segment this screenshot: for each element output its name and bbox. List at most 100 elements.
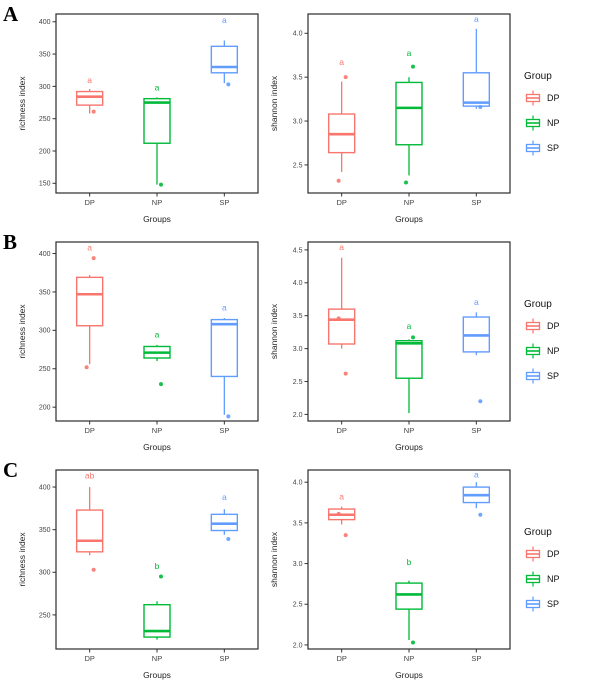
significance-letter: ab <box>85 471 95 481</box>
y-tick-label: 350 <box>39 289 51 296</box>
box-NP <box>143 97 171 144</box>
significance-letter: a <box>87 242 92 252</box>
box-DP <box>327 308 356 345</box>
data-point <box>478 399 483 404</box>
x-tick-label: NP <box>404 654 414 663</box>
legend-item-DP: DP <box>524 317 596 335</box>
y-tick-label: 300 <box>39 570 51 577</box>
x-tick-label: DP <box>336 426 346 435</box>
y-tick-label: 4.5 <box>293 247 303 254</box>
legend-title: Group <box>524 71 552 82</box>
legend-B: Group DP NP SP <box>518 228 596 456</box>
legend-C: Group DP NP SP <box>518 456 596 684</box>
legend-label: SP <box>547 599 560 609</box>
box-NP <box>395 340 423 379</box>
x-tick-label: DP <box>84 426 94 435</box>
box-NP <box>395 81 423 146</box>
significance-letter: a <box>222 492 227 502</box>
y-axis-title: shannon index <box>269 303 279 359</box>
y-tick-label: 4.0 <box>293 31 303 38</box>
legend-key-boxplot-icon <box>525 571 541 587</box>
significance-letter: a <box>87 75 92 85</box>
boxplot-A-shannon: 2.5 3.0 3.5 4.0 shannon index DP NP SP Groups a a a <box>269 13 511 224</box>
y-tick-label: 400 <box>39 19 51 26</box>
panel-label-C: C <box>3 458 19 482</box>
legend-item-NP: NP <box>524 570 596 588</box>
y-tick-label: 300 <box>39 84 51 91</box>
x-tick-label: SP <box>219 654 229 663</box>
legend-item-SP: SP <box>524 595 596 613</box>
x-tick-label: SP <box>471 426 481 435</box>
x-axis-title: Groups <box>143 670 171 680</box>
legend-label: NP <box>547 346 560 356</box>
data-point <box>411 64 415 69</box>
data-point <box>159 182 163 187</box>
box-NP <box>395 582 423 610</box>
significance-letter: b <box>155 561 160 571</box>
legend-title: Group <box>524 299 552 310</box>
significance-letter: a <box>474 469 479 479</box>
legend-key-boxplot-icon <box>525 90 541 106</box>
box-DP <box>75 509 104 553</box>
data-point <box>411 335 415 340</box>
legend-label: NP <box>547 118 560 128</box>
significance-letter: b <box>407 557 412 567</box>
y-tick-label: 3.0 <box>293 118 303 125</box>
legend-key-boxplot-icon <box>525 115 541 131</box>
y-tick-label: 400 <box>39 484 51 491</box>
legend-item-SP: SP <box>524 367 596 385</box>
significance-letter: a <box>222 302 227 312</box>
legend-key-boxplot-icon <box>525 546 541 562</box>
y-axis-title: richness index <box>17 76 27 131</box>
x-tick-label: NP <box>404 198 414 207</box>
boxplot-C-shannon: 2.0 2.5 3.0 3.5 4.0 shannon index DP NP SP Groups… <box>269 469 511 680</box>
legend-item-SP: SP <box>524 139 596 157</box>
legend-label: SP <box>547 371 560 381</box>
x-axis-title: Groups <box>395 214 423 224</box>
legend-label: DP <box>547 321 560 331</box>
y-tick-label: 3.5 <box>293 75 303 82</box>
y-tick-label: 250 <box>39 366 51 373</box>
legend-label: SP <box>547 143 560 153</box>
y-tick-label: 3.0 <box>293 346 303 353</box>
significance-letter: a <box>339 491 344 501</box>
x-tick-label: SP <box>219 426 229 435</box>
y-axis-title: shannon index <box>269 75 279 131</box>
significance-letter: a <box>339 57 344 67</box>
y-axis-title: richness index <box>17 532 27 587</box>
x-tick-label: NP <box>152 198 162 207</box>
x-tick-label: SP <box>471 198 481 207</box>
y-tick-label: 350 <box>39 527 51 534</box>
x-tick-label: SP <box>219 198 229 207</box>
data-point <box>159 382 163 387</box>
data-point <box>91 256 96 261</box>
legend-A: Group DP NP SP <box>518 0 596 228</box>
y-tick-label: 2.5 <box>293 379 303 386</box>
y-tick-label: 350 <box>39 51 51 58</box>
legend-key-boxplot-icon <box>525 140 541 156</box>
y-tick-label: 4.0 <box>293 280 303 287</box>
box-DP <box>75 90 104 106</box>
x-tick-label: NP <box>152 654 162 663</box>
y-axis-title: richness index <box>17 304 27 359</box>
boxplot-B-richness: 200 250 300 350 400 richness index DP NP SP Group… <box>17 241 259 452</box>
y-tick-label: 200 <box>39 405 51 412</box>
legend-item-NP: NP <box>524 114 596 132</box>
x-tick-label: SP <box>471 654 481 663</box>
significance-letter: a <box>339 242 344 252</box>
y-tick-label: 3.5 <box>293 313 303 320</box>
y-tick-label: 2.5 <box>293 162 303 169</box>
legend-key-boxplot-icon <box>525 368 541 384</box>
legend-item-NP: NP <box>524 342 596 360</box>
x-axis-title: Groups <box>143 214 171 224</box>
legend-label: DP <box>547 93 560 103</box>
panel-label-A: A <box>3 2 19 26</box>
significance-letter: a <box>407 321 412 331</box>
y-tick-label: 250 <box>39 612 51 619</box>
significance-letter: a <box>155 329 160 339</box>
data-point <box>226 82 231 87</box>
legend-label: DP <box>547 549 560 559</box>
legend-item-DP: DP <box>524 89 596 107</box>
data-point <box>226 414 231 419</box>
